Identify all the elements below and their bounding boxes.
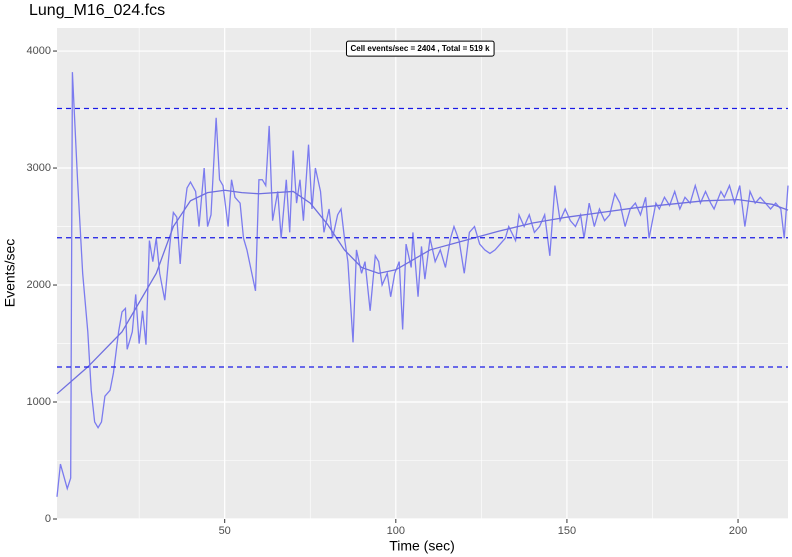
annotation: Cell events/sec = 2404 , Total = 519 k xyxy=(345,40,495,57)
y-axis-title: Events/sec xyxy=(2,239,18,307)
annotation-text: Cell events/sec = 2404 , Total = 519 k xyxy=(350,44,490,53)
x-tick-label: 100 xyxy=(387,525,405,537)
x-tick-label: 200 xyxy=(729,525,747,537)
y-tick-label: 0 xyxy=(45,513,51,525)
y-tick-label: 1000 xyxy=(27,396,51,408)
annotation-box xyxy=(345,40,495,57)
data-line xyxy=(56,72,789,497)
x-tick-label: 150 xyxy=(558,525,576,537)
y-tick-label: 4000 xyxy=(27,45,51,57)
y-tick-label: 2000 xyxy=(27,279,51,291)
data-line xyxy=(56,189,789,395)
x-tick-label: 50 xyxy=(219,525,231,537)
x-axis-title: Time (sec) xyxy=(389,538,455,554)
y-tick-label: 3000 xyxy=(27,162,51,174)
chart-title: Lung_M16_024.fcs xyxy=(29,2,165,19)
